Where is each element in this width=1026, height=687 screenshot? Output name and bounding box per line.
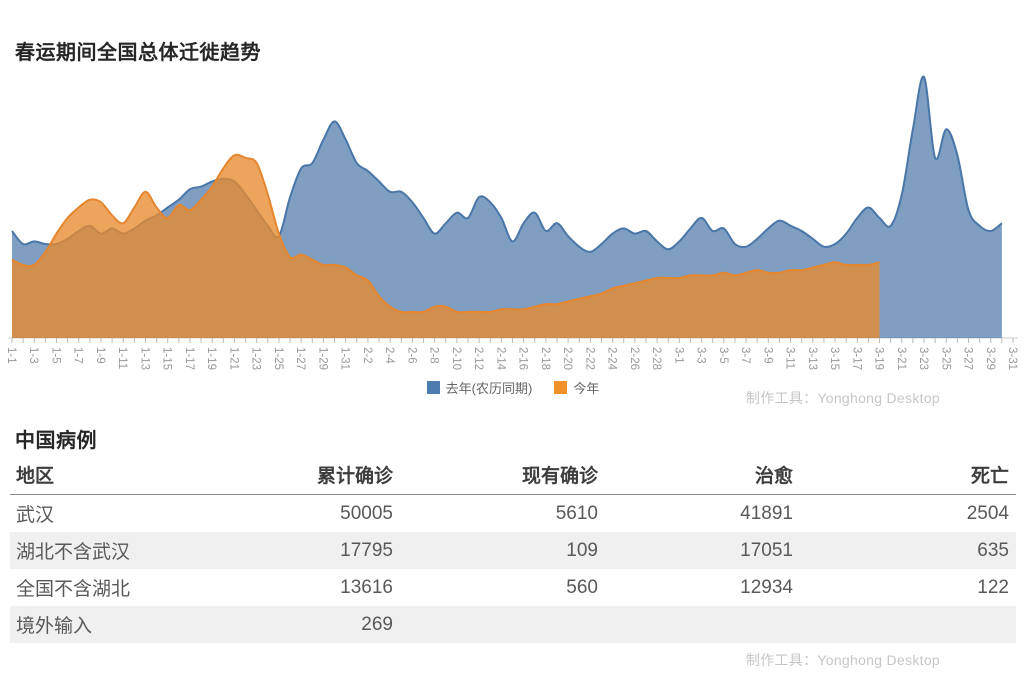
x-tick-label: 1-13 — [138, 347, 150, 370]
x-tick-label: 1-27 — [294, 347, 306, 370]
watermark-table: 制作工具：Yonghong Desktop — [745, 652, 940, 668]
x-tick-label: 3-3 — [695, 347, 707, 364]
column-header-2: 现有确诊 — [400, 455, 605, 495]
x-tick-label: 3-5 — [717, 347, 729, 364]
x-tick-label: 1-11 — [116, 347, 128, 369]
cases-table: 地区 累计确诊 现有确诊 治愈 死亡 武汉 50005 5610 41891 2504 湖北不含武… — [10, 455, 1016, 643]
series-area-this-year — [12, 154, 880, 338]
series-line-last-year — [11, 75, 1003, 253]
legend-label-last-year: 去年(农历同期) — [445, 381, 533, 396]
legend-label-this-year: 今年 — [573, 381, 600, 396]
cases-table-header: 地区 累计确诊 现有确诊 治愈 死亡 — [10, 455, 1016, 495]
x-tick-label: 3-11 — [784, 347, 796, 369]
legend-item-last-year[interactable]: 去年(农历同期) — [426, 378, 533, 397]
x-tick-label: 2-2 — [361, 347, 373, 364]
x-tick-label: 2-20 — [561, 347, 573, 370]
x-tick-label: 1-7 — [72, 347, 84, 364]
legend-swatch-this-year — [554, 381, 568, 394]
x-tick-label: 3-15 — [828, 347, 840, 370]
x-tick-label: 2-24 — [606, 347, 618, 371]
x-tick-label: 1-19 — [205, 347, 217, 370]
value-cell: 41891 — [740, 502, 793, 524]
table-row[interactable]: 湖北不含武汉 17795 109 17051 635 — [10, 532, 1016, 569]
value-cell: 109 — [566, 539, 598, 561]
value-cell: 122 — [977, 576, 1009, 598]
value-cell: 50005 — [340, 502, 393, 524]
value-cell: 269 — [361, 613, 393, 635]
legend-item-this-year[interactable]: 今年 — [554, 378, 599, 397]
x-tick-label: 3-1 — [672, 347, 684, 364]
x-tick-label: 3-29 — [984, 347, 996, 370]
x-tick-label: 1-9 — [94, 347, 106, 364]
table-row[interactable]: 境外输入 269 — [10, 606, 1016, 643]
x-tick-label: 3-25 — [939, 347, 951, 370]
x-tick-label: 2-4 — [383, 347, 395, 364]
x-tick-label: 1-5 — [49, 347, 61, 364]
column-header-1: 累计确诊 — [205, 455, 400, 495]
chart-legend: 去年(农历同期) 今年 — [0, 378, 1026, 397]
x-tick-label: 3-17 — [850, 347, 862, 370]
value-cell — [605, 606, 800, 643]
x-tick-label: 1-17 — [183, 347, 195, 370]
x-tick-label: 3-23 — [917, 347, 929, 370]
region-cell: 境外输入 — [16, 616, 93, 637]
x-tick-label: 1-31 — [339, 347, 351, 370]
x-tick-label: 2-14 — [494, 347, 506, 371]
x-tick-label: 3-19 — [873, 347, 885, 370]
x-tick-label: 2-18 — [539, 347, 551, 370]
x-tick-label: 2-16 — [517, 347, 529, 370]
value-cell: 2504 — [966, 502, 1009, 524]
x-tick-label: 1-3 — [27, 347, 39, 364]
migration-area-chart[interactable]: 1-1 1-3 1-5 1-7 1-9 1-11 1-13 1-15 1-17 1-19 1-21 1… — [0, 70, 1026, 386]
x-tick-label: 2-6 — [405, 347, 417, 364]
table-row[interactable]: 全国不含湖北 13616 560 12934 122 — [10, 569, 1016, 606]
x-tick-label: 2-28 — [650, 347, 662, 370]
value-cell: 13616 — [340, 576, 393, 598]
value-cell — [400, 606, 605, 643]
watermark-chart: 制作工具：Yonghong Desktop — [745, 390, 940, 406]
legend-swatch-last-year — [426, 381, 440, 394]
x-tick-label: 1-29 — [316, 347, 328, 370]
column-header-3: 治愈 — [605, 455, 800, 495]
x-tick-label: 1-23 — [250, 347, 262, 370]
x-tick-label: 1-1 — [5, 347, 17, 364]
x-tick-label: 3-27 — [962, 347, 974, 370]
x-tick-label: 2-8 — [428, 347, 440, 364]
value-cell: 560 — [566, 576, 598, 598]
column-header-4: 死亡 — [800, 455, 1016, 495]
chart-title: 春运期间全国总体迁徙趋势 — [15, 42, 261, 64]
x-tick-label: 3-13 — [806, 347, 818, 370]
value-cell: 635 — [977, 539, 1009, 561]
x-tick-label: 3-31 — [1006, 347, 1018, 370]
region-cell: 湖北不含武汉 — [16, 542, 131, 563]
x-tick-label: 2-26 — [628, 347, 640, 370]
x-tick-label: 2-12 — [472, 347, 484, 370]
value-cell: 5610 — [555, 502, 598, 524]
x-tick-label: 3-7 — [739, 347, 751, 364]
region-cell: 全国不含湖北 — [16, 579, 131, 600]
series-line-this-year — [11, 153, 880, 314]
x-tick-label: 1-21 — [227, 347, 239, 370]
x-tick-label: 2-10 — [450, 347, 462, 370]
x-tick-label: 3-9 — [761, 347, 773, 364]
x-tick-label: 1-25 — [272, 347, 284, 370]
region-cell: 武汉 — [16, 505, 55, 526]
value-cell: 12934 — [740, 576, 793, 598]
value-cell: 17795 — [340, 539, 393, 561]
x-tick-label: 3-21 — [895, 347, 907, 370]
column-header-0: 地区 — [10, 455, 205, 495]
x-tick-label: 1-15 — [161, 347, 173, 370]
cases-table-title: 中国病例 — [15, 430, 97, 452]
value-cell — [800, 606, 1016, 643]
value-cell: 17051 — [740, 539, 793, 561]
table-row[interactable]: 武汉 50005 5610 41891 2504 — [10, 495, 1016, 533]
x-tick-label: 2-22 — [583, 347, 595, 370]
